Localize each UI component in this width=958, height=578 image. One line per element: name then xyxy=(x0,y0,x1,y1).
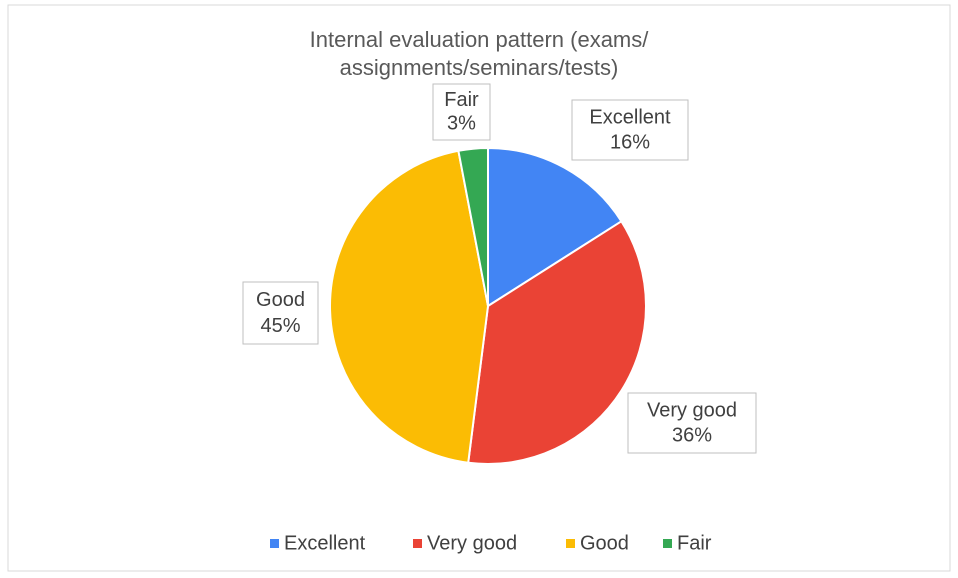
data-label-name: Very good xyxy=(647,399,737,421)
pie-slice xyxy=(487,146,623,308)
data-label-box xyxy=(627,392,757,454)
legend-swatch xyxy=(663,539,672,548)
data-label-value: 45% xyxy=(260,315,300,337)
data-label-value: 3% xyxy=(447,113,476,135)
pie-slice xyxy=(467,219,647,465)
data-label-box xyxy=(242,281,319,345)
data-label-box xyxy=(571,99,689,161)
legend-label: Very good xyxy=(427,532,517,554)
legend-swatch xyxy=(566,539,575,548)
legend-label: Excellent xyxy=(284,532,366,554)
data-label-name: Excellent xyxy=(589,106,671,128)
data-label-box xyxy=(432,83,491,141)
legend-label: Fair xyxy=(677,532,712,554)
chart-title: Internal evaluation pattern (exams/ assi… xyxy=(309,27,649,80)
legend-swatch xyxy=(270,539,279,548)
data-label-value: 36% xyxy=(672,424,712,446)
data-label-value: 16% xyxy=(610,131,650,153)
pie-slice xyxy=(457,146,489,307)
legend-swatch xyxy=(413,539,422,548)
legend-label: Good xyxy=(580,532,629,554)
data-label-name: Fair xyxy=(444,89,479,111)
pie-slice xyxy=(329,149,490,464)
data-label-name: Good xyxy=(256,289,305,311)
